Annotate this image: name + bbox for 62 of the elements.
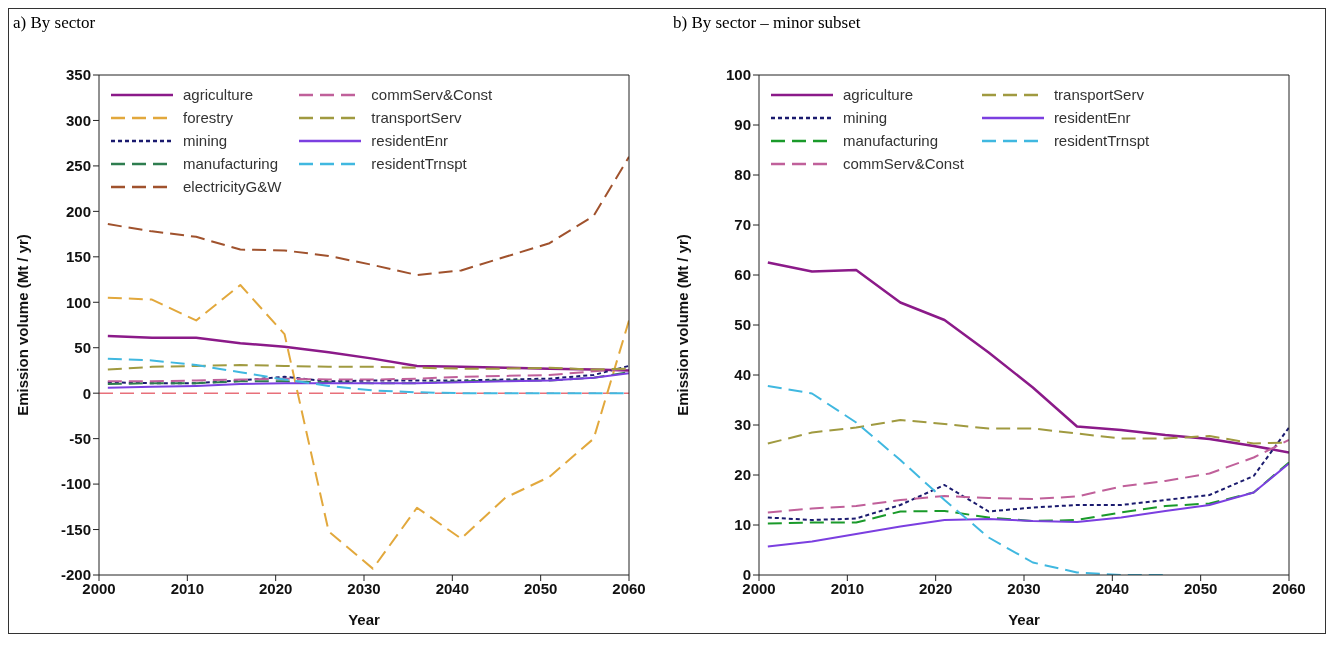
- x-tick-label: 2060: [612, 579, 646, 597]
- y-tick-label: 50: [74, 339, 91, 357]
- y-tick-label: 100: [725, 66, 751, 84]
- line-series: [766, 426, 1289, 521]
- y-tick-label: 20: [734, 466, 751, 484]
- y-tick-label: -100: [60, 475, 91, 493]
- legend-label: commServ&Const: [843, 155, 964, 172]
- x-tick-label: 2030: [1007, 579, 1041, 597]
- legend-label: transportServ: [1053, 86, 1144, 103]
- y-tick-label: 60: [734, 266, 751, 284]
- line-series: [106, 284, 629, 570]
- y-tick-label: 30: [734, 416, 751, 434]
- x-tick-label: 2020: [258, 579, 293, 597]
- legend-label: forestry: [183, 109, 234, 126]
- y-tick-label: 150: [65, 248, 91, 266]
- y-axis-title: Emission volume (Mt / yr): [674, 234, 692, 416]
- y-tick-label: 80: [734, 166, 751, 184]
- chart-title: a) By sector: [13, 13, 97, 34]
- line-series: [106, 155, 629, 276]
- y-tick-label: -150: [60, 520, 91, 538]
- y-axis-title: Emission volume (Mt / yr): [14, 234, 32, 416]
- legend-label: mining: [843, 109, 888, 126]
- legend-label: commServ&Const: [371, 86, 493, 103]
- legend-label: electricityG&W: [183, 178, 282, 195]
- chart-title: b) By sector – minor subset: [673, 13, 862, 34]
- legend-label: transportServ: [371, 109, 462, 126]
- y-tick-label: 10: [734, 516, 751, 534]
- legend-label: mining: [183, 132, 228, 149]
- y-tick-label: 350: [65, 66, 91, 84]
- x-tick-label: 2020: [918, 579, 953, 597]
- y-tick-label: 100: [65, 293, 91, 311]
- legend-label: residentEnr: [1053, 109, 1131, 126]
- line-series: [766, 439, 1289, 514]
- legend-label: manufacturing: [183, 155, 279, 172]
- y-tick-label: 70: [734, 216, 751, 234]
- legend-label: residentTrnspt: [371, 155, 467, 172]
- x-tick-label: 2060: [1272, 579, 1306, 597]
- x-axis-title: Year: [1008, 611, 1041, 628]
- line-series: [766, 261, 1289, 454]
- y-tick-label: 50: [734, 316, 751, 334]
- x-tick-label: 2010: [170, 579, 205, 597]
- y-tick-label: 40: [734, 366, 751, 384]
- line-series: [766, 462, 1289, 548]
- x-tick-label: 2030: [347, 579, 381, 597]
- y-tick-label: -50: [69, 429, 91, 447]
- legend-label: agriculture: [843, 86, 914, 103]
- x-tick-label: 2050: [1183, 579, 1218, 597]
- legend-label: manufacturing: [843, 132, 939, 149]
- x-tick-label: 2040: [435, 579, 470, 597]
- y-tick-label: 0: [82, 384, 91, 402]
- y-tick-label: 90: [734, 116, 751, 134]
- x-tick-label: 2040: [1095, 579, 1130, 597]
- y-tick-label: 200: [65, 202, 91, 220]
- x-tick-label: 2010: [830, 579, 865, 597]
- y-tick-label: 300: [65, 111, 91, 129]
- legend-label: residentTrnspt: [1053, 132, 1150, 149]
- x-axis-title: Year: [348, 611, 381, 628]
- legend-label: residentEnr: [371, 132, 449, 149]
- line-series: [766, 461, 1289, 525]
- y-tick-label: 250: [65, 157, 91, 175]
- legend-label: agriculture: [183, 86, 254, 103]
- x-tick-label: 2050: [523, 579, 558, 597]
